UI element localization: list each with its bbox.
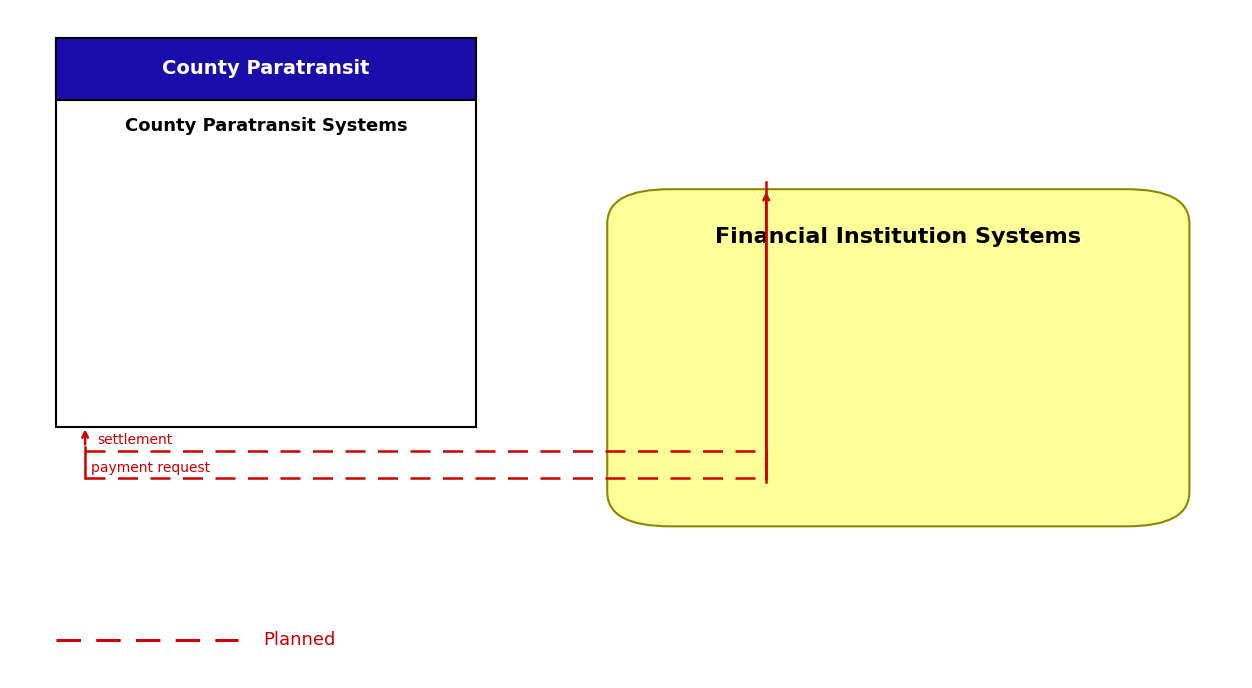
Text: settlement: settlement xyxy=(98,433,173,447)
Text: payment request: payment request xyxy=(91,461,210,475)
Text: Planned: Planned xyxy=(263,631,336,649)
FancyBboxPatch shape xyxy=(56,38,476,427)
FancyBboxPatch shape xyxy=(607,189,1189,526)
Text: County Paratransit Systems: County Paratransit Systems xyxy=(125,117,407,135)
FancyBboxPatch shape xyxy=(56,38,476,100)
Text: Financial Institution Systems: Financial Institution Systems xyxy=(715,227,1082,247)
Text: County Paratransit: County Paratransit xyxy=(163,59,369,78)
